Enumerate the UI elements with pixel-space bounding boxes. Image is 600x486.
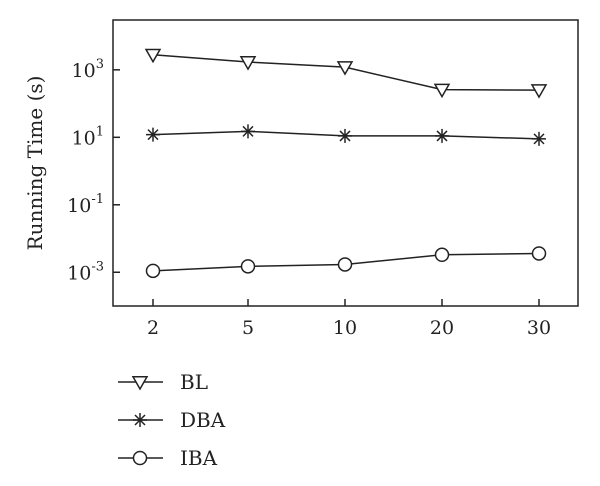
- series-iba-point: [531, 246, 547, 261]
- y-tick-exponent: 1: [96, 124, 104, 139]
- x-tick-label: 10: [333, 317, 357, 339]
- y-tick-exponent: -1: [91, 192, 104, 207]
- y-tick-label: 103: [72, 57, 104, 82]
- legend-marker-iba: [132, 450, 148, 466]
- series-bl-point: [144, 48, 162, 64]
- series-dba-point: [146, 127, 160, 142]
- series-iba-point: [337, 257, 353, 272]
- legend-item-dba: DBA: [118, 408, 226, 432]
- y-axis-title: Running Time (s): [23, 76, 47, 251]
- legend: BL DBA IBA: [118, 370, 226, 470]
- series-group: [144, 48, 548, 279]
- y-tick-base: 10: [67, 262, 91, 284]
- y-tick-exponent: -3: [91, 259, 104, 274]
- series-dba: [146, 124, 546, 146]
- series-iba-point: [240, 259, 256, 274]
- legend-label-bl: BL: [180, 370, 208, 394]
- y-tick-exponent: 3: [96, 57, 104, 72]
- series-bl: [144, 48, 548, 99]
- y-tick-base: 10: [67, 195, 91, 217]
- series-dba-point: [532, 131, 546, 146]
- legend-label-dba: DBA: [180, 408, 226, 432]
- x-tick-label: 2: [147, 317, 159, 339]
- y-tick-label: 10-1: [67, 192, 104, 217]
- y-tick-base: 10: [72, 60, 96, 82]
- series-iba-point: [434, 247, 450, 263]
- y-tick-base: 10: [72, 127, 96, 149]
- legend-label-iba: IBA: [180, 446, 218, 470]
- series-bl-point: [530, 84, 548, 99]
- series-dba-point: [338, 128, 352, 143]
- legend-marker-dba: [133, 413, 147, 427]
- y-tick-label: 101: [72, 124, 104, 149]
- x-tick-label: 30: [527, 317, 551, 339]
- x-tick-label: 20: [430, 317, 454, 339]
- x-axis: 2 5 10 20 30: [147, 299, 551, 339]
- series-iba: [145, 246, 547, 279]
- series-dba-point: [435, 128, 449, 143]
- y-tick-label: 10-3: [67, 259, 104, 284]
- series-bl-point: [336, 61, 354, 76]
- series-bl-point: [239, 56, 257, 71]
- series-dba-point: [241, 124, 255, 139]
- series-iba-point: [145, 263, 161, 279]
- legend-item-bl: BL: [118, 370, 208, 394]
- legend-marker-bl: [131, 376, 149, 391]
- legend-item-iba: IBA: [118, 446, 218, 470]
- x-tick-label: 5: [242, 317, 254, 339]
- series-bl-point: [433, 83, 451, 99]
